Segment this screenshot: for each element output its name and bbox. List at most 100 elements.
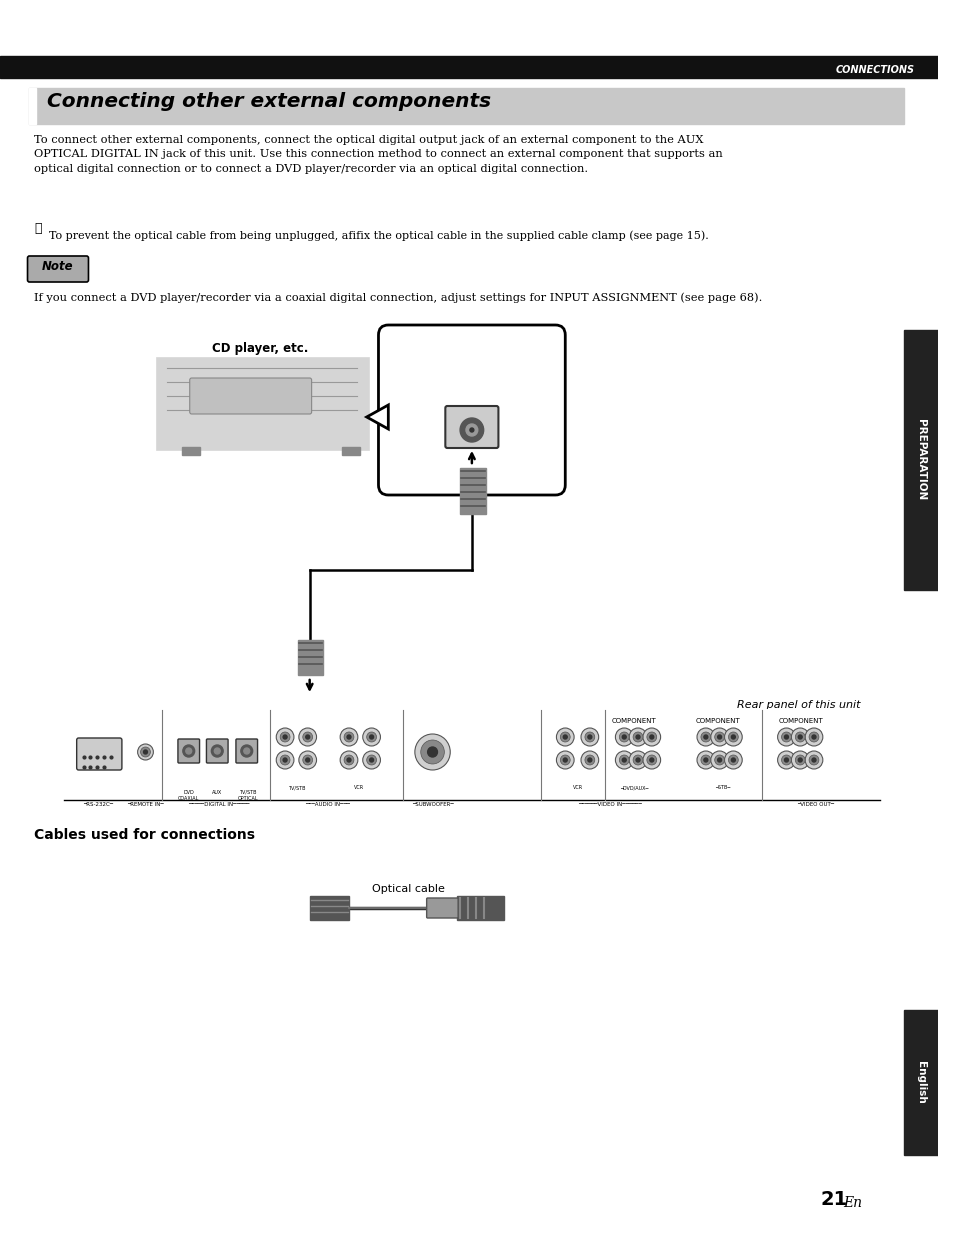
Text: ─REMOTE IN─: ─REMOTE IN─: [127, 802, 164, 807]
Circle shape: [459, 418, 483, 442]
Circle shape: [615, 751, 633, 769]
Circle shape: [714, 755, 723, 765]
Circle shape: [186, 748, 192, 754]
Circle shape: [305, 735, 310, 739]
Circle shape: [427, 747, 437, 756]
Circle shape: [621, 735, 625, 739]
Circle shape: [798, 735, 801, 739]
FancyBboxPatch shape: [235, 739, 257, 763]
Circle shape: [804, 728, 822, 747]
Circle shape: [362, 728, 380, 747]
Circle shape: [717, 735, 720, 739]
Text: ──────VIDEO IN──────: ──────VIDEO IN──────: [577, 802, 640, 807]
Text: To prevent the optical cable from being unplugged, afifix the optical cable in t: To prevent the optical cable from being …: [50, 230, 708, 241]
Circle shape: [276, 751, 294, 769]
Circle shape: [642, 728, 659, 747]
Circle shape: [305, 758, 310, 763]
Circle shape: [240, 745, 253, 756]
FancyBboxPatch shape: [178, 739, 199, 763]
Circle shape: [369, 735, 374, 739]
Text: (: (: [452, 899, 457, 913]
Text: To connect other external components, connect the optical digital output jack of: To connect other external components, co…: [34, 135, 722, 174]
Circle shape: [703, 758, 707, 763]
Circle shape: [302, 755, 313, 765]
Circle shape: [280, 755, 290, 765]
Circle shape: [302, 732, 313, 742]
Circle shape: [791, 751, 808, 769]
Circle shape: [633, 732, 642, 742]
Bar: [310, 896, 349, 920]
Circle shape: [340, 751, 357, 769]
Text: ───AUDIO IN───: ───AUDIO IN───: [305, 802, 350, 807]
Circle shape: [781, 755, 791, 765]
Circle shape: [783, 735, 787, 739]
Circle shape: [710, 728, 728, 747]
FancyBboxPatch shape: [28, 256, 89, 282]
Circle shape: [731, 758, 735, 763]
Text: COMPONENT: COMPONENT: [611, 718, 656, 724]
Circle shape: [808, 755, 818, 765]
Circle shape: [580, 728, 598, 747]
Circle shape: [703, 735, 707, 739]
Circle shape: [629, 728, 646, 747]
Text: VCR: VCR: [573, 785, 582, 790]
Circle shape: [212, 745, 223, 756]
Text: Note: Note: [42, 260, 73, 273]
Circle shape: [697, 751, 714, 769]
Circle shape: [362, 751, 380, 769]
Circle shape: [791, 728, 808, 747]
Circle shape: [556, 751, 574, 769]
Circle shape: [366, 732, 376, 742]
Bar: [903, 330, 937, 590]
Text: PREPARATION: PREPARATION: [915, 419, 925, 501]
Circle shape: [728, 732, 738, 742]
Circle shape: [700, 732, 710, 742]
Text: DVD
COAXIAL: DVD COAXIAL: [178, 790, 199, 801]
Circle shape: [723, 751, 741, 769]
Circle shape: [587, 758, 591, 763]
Circle shape: [366, 755, 376, 765]
Bar: [30, 88, 36, 124]
Circle shape: [717, 758, 720, 763]
Bar: [64, 709, 879, 805]
Text: En: En: [842, 1196, 862, 1210]
Circle shape: [415, 734, 450, 770]
Circle shape: [710, 751, 728, 769]
Text: VCR: VCR: [354, 785, 363, 790]
Circle shape: [587, 735, 591, 739]
Circle shape: [697, 728, 714, 747]
FancyBboxPatch shape: [206, 739, 228, 763]
Text: 21: 21: [820, 1190, 847, 1209]
Text: TV/STB
OPTICAL: TV/STB OPTICAL: [237, 790, 257, 801]
Circle shape: [143, 750, 148, 754]
Text: Connecting other external components: Connecting other external components: [47, 91, 491, 111]
Circle shape: [214, 748, 220, 754]
Circle shape: [723, 728, 741, 747]
Circle shape: [344, 732, 354, 742]
Bar: [0, 56, 937, 78]
Text: COMPONENT: COMPONENT: [778, 718, 822, 724]
Circle shape: [649, 758, 653, 763]
Text: ─VIDEO OUT─: ─VIDEO OUT─: [797, 802, 834, 807]
Text: TV/STB: TV/STB: [288, 785, 305, 790]
Text: output: output: [448, 379, 495, 392]
Circle shape: [580, 751, 598, 769]
Text: ─STB─: ─STB─: [714, 785, 729, 790]
Text: Optical digital: Optical digital: [422, 365, 520, 378]
Bar: [30, 88, 903, 124]
Text: ─────DIGITAL IN─────: ─────DIGITAL IN─────: [188, 802, 249, 807]
Circle shape: [798, 758, 801, 763]
Circle shape: [700, 755, 710, 765]
Circle shape: [618, 732, 629, 742]
FancyBboxPatch shape: [190, 378, 312, 414]
Circle shape: [777, 751, 795, 769]
Circle shape: [795, 755, 804, 765]
Circle shape: [347, 758, 351, 763]
Circle shape: [636, 735, 639, 739]
Text: AUX: AUX: [212, 790, 222, 795]
Circle shape: [280, 732, 290, 742]
Circle shape: [559, 755, 570, 765]
Text: Optical cable: Optical cable: [371, 884, 444, 894]
Text: English: English: [915, 1060, 925, 1104]
Text: ─SUBWOOFER─: ─SUBWOOFER─: [412, 802, 453, 807]
